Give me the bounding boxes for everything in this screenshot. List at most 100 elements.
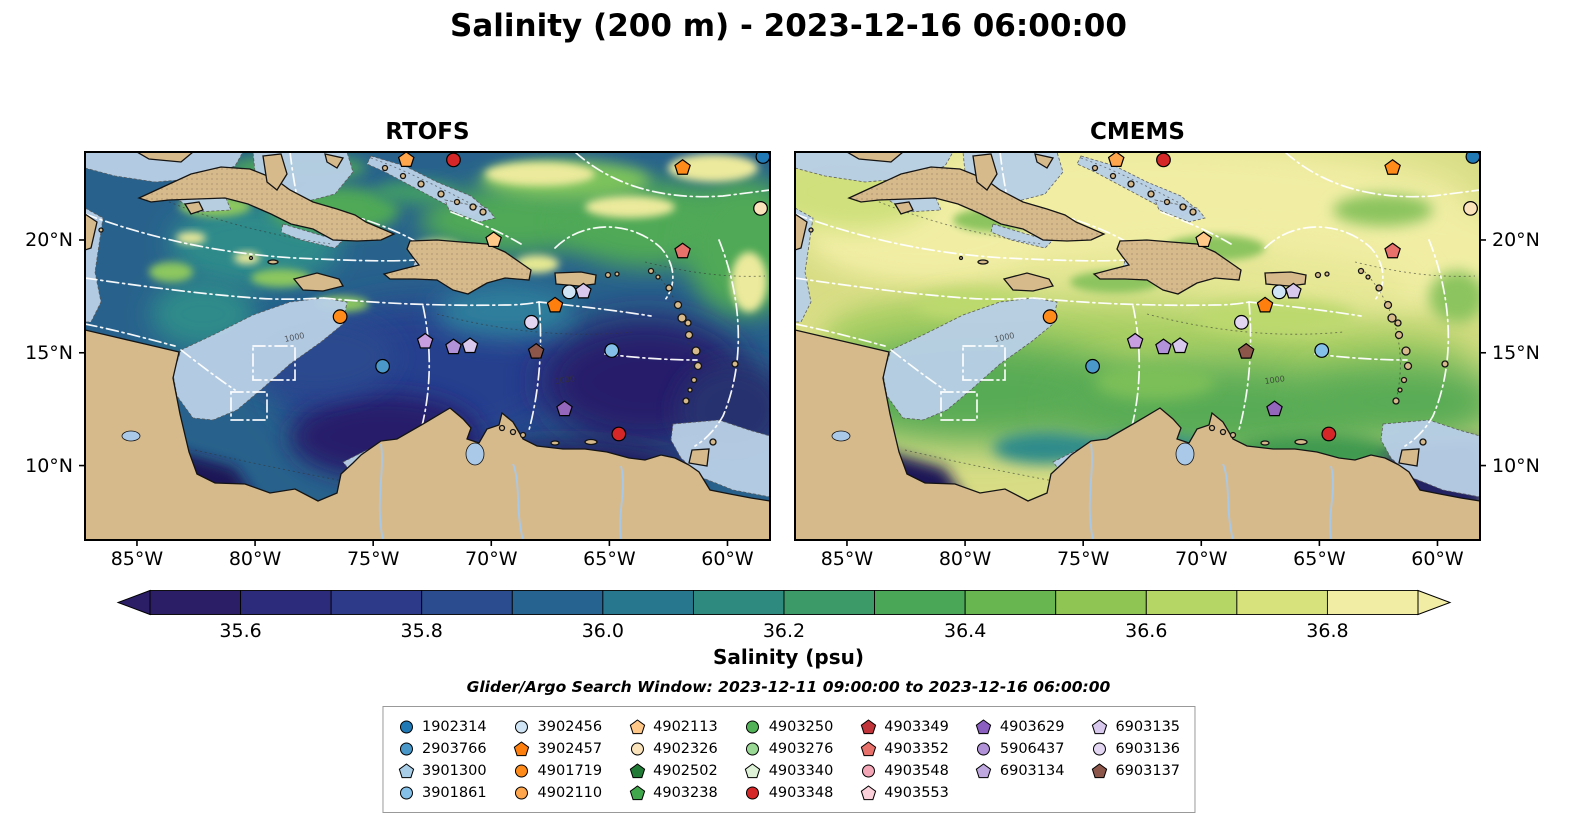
colorbar-segment <box>511 590 604 615</box>
colorbar-tick-label: 36.6 <box>1125 620 1168 642</box>
float-marker <box>1384 159 1401 175</box>
legend-column: 4903349 4903352 4903548 4903553 <box>859 716 949 803</box>
legend-column: 4903629 5906437 6903134 <box>975 716 1064 803</box>
legend-item: 4903548 <box>859 760 949 781</box>
map-cmems <box>794 151 1486 546</box>
legend-column: 4903250 4903276 4903340 4903348 <box>744 716 834 803</box>
lon-tick-label: 60°W <box>701 548 754 570</box>
colorbar-segment <box>1326 590 1419 615</box>
float-pentagon-marker-icon <box>860 718 877 734</box>
float-circle-marker-icon <box>1092 742 1106 755</box>
legend-platform-id: 4903548 <box>884 762 949 779</box>
lon-tick-label: 85°W <box>110 548 164 570</box>
legend-item: 6903135 <box>1090 716 1180 737</box>
lon-tick-label: 70°W <box>1175 548 1228 570</box>
lon-tick-label: 75°W <box>1056 548 1110 570</box>
legend-platform-id: 4903276 <box>768 740 834 757</box>
float-marker <box>1321 426 1337 442</box>
colorbar-segment <box>421 590 513 615</box>
legend-item: 4903629 <box>975 716 1064 737</box>
colorbar-tick-label: 36.2 <box>762 620 806 642</box>
float-marker <box>1271 284 1287 300</box>
legend-item: 4903238 <box>628 782 718 803</box>
legend-platform-id: 3902456 <box>537 718 603 735</box>
legend-item: 4903348 <box>744 782 833 803</box>
legend-platform-id: 4903349 <box>884 718 949 735</box>
legend-item: 3902457 <box>513 738 602 759</box>
colorbar-label: Salinity (psu) <box>712 645 864 669</box>
legend-platform-id: 4903352 <box>884 740 949 757</box>
legend-platform-id: 6903136 <box>1115 740 1181 757</box>
legend-item: 4902326 <box>628 738 718 759</box>
lon-tick-label: 65°W <box>1293 548 1346 570</box>
float-marker <box>611 426 627 442</box>
legend-item: 4903340 <box>744 760 833 781</box>
legend-platform-id: 4903553 <box>884 784 949 801</box>
float-marker <box>575 282 592 299</box>
float-circle-marker-icon <box>746 786 760 799</box>
float-marker <box>485 231 502 248</box>
legend-column: 6903135 6903136 6903137 <box>1090 716 1180 803</box>
colorbar-tick-label: 35.6 <box>219 620 262 642</box>
float-marker <box>674 242 691 259</box>
legend-platform-id: 4902502 <box>653 762 718 779</box>
float-pentagon-marker-icon <box>629 718 645 734</box>
legend-item: 4902502 <box>628 760 718 781</box>
colorbar-segment <box>964 590 1057 615</box>
legend-platform-id: 3901300 <box>421 762 487 779</box>
float-pentagon-marker-icon <box>1091 718 1108 734</box>
float-circle-marker-icon <box>977 742 991 755</box>
float-pentagon-marker-icon <box>1091 762 1108 778</box>
float-marker <box>1107 152 1125 167</box>
float-marker <box>674 159 691 175</box>
colorbar-segment <box>602 590 694 615</box>
lat-tick-label: 10°N <box>1492 454 1540 477</box>
lon-tick-label: 70°W <box>465 548 518 570</box>
float-marker <box>527 342 545 359</box>
float-marker <box>1042 309 1058 325</box>
float-pentagon-marker-icon <box>976 762 992 778</box>
float-marker <box>753 200 768 216</box>
lat-tick-label: 20°N <box>1492 228 1540 251</box>
legend-item: 4903553 <box>859 782 949 803</box>
float-circle-marker-icon <box>861 764 875 777</box>
float-pentagon-marker-icon <box>860 740 877 756</box>
colorbar-left-arrow <box>116 589 151 616</box>
colorbar-tick-label: 36.0 <box>581 620 624 642</box>
figure-title: Salinity (200 m) - 2023-12-16 06:00:00 <box>450 8 1127 44</box>
colorbar-segment <box>149 590 242 615</box>
float-marker <box>546 296 564 313</box>
map-frame <box>84 151 771 541</box>
float-pentagon-marker-icon <box>629 784 645 800</box>
float-circle-marker-icon <box>399 720 413 733</box>
legend-item: 6903134 <box>975 760 1064 781</box>
lat-tick-label: 15°N <box>25 341 73 364</box>
float-circle-marker-icon <box>515 720 529 733</box>
legend-item: 4902113 <box>628 716 718 737</box>
legend-item: 4903352 <box>859 738 949 759</box>
float-marker <box>332 309 348 325</box>
legend-platform-id: 4903250 <box>768 718 834 735</box>
float-marker <box>1256 296 1274 313</box>
colorbar-tick-label: 36.8 <box>1306 620 1349 642</box>
float-pentagon-marker-icon <box>976 718 992 734</box>
float-marker <box>445 338 462 355</box>
colorbar <box>116 589 1452 616</box>
float-circle-marker-icon <box>399 786 413 799</box>
float-circle-marker-icon <box>746 742 760 755</box>
panel-title-rtofs: RTOFS <box>385 119 470 145</box>
lat-tick-label: 20°N <box>25 228 73 251</box>
legend-platform-id: 6903137 <box>1115 762 1181 779</box>
map-frame <box>794 151 1481 541</box>
float-marker <box>1314 343 1330 358</box>
legend-item: 4903349 <box>859 716 949 737</box>
float-marker <box>1237 342 1255 359</box>
float-marker <box>446 152 461 168</box>
colorbar-segment <box>240 590 332 615</box>
float-marker <box>1266 400 1283 417</box>
float-marker <box>524 314 539 330</box>
legend-platform-id: 2903766 <box>421 740 487 757</box>
legend-item: 3901861 <box>397 782 487 803</box>
legend-platform-id: 4902326 <box>653 740 718 757</box>
